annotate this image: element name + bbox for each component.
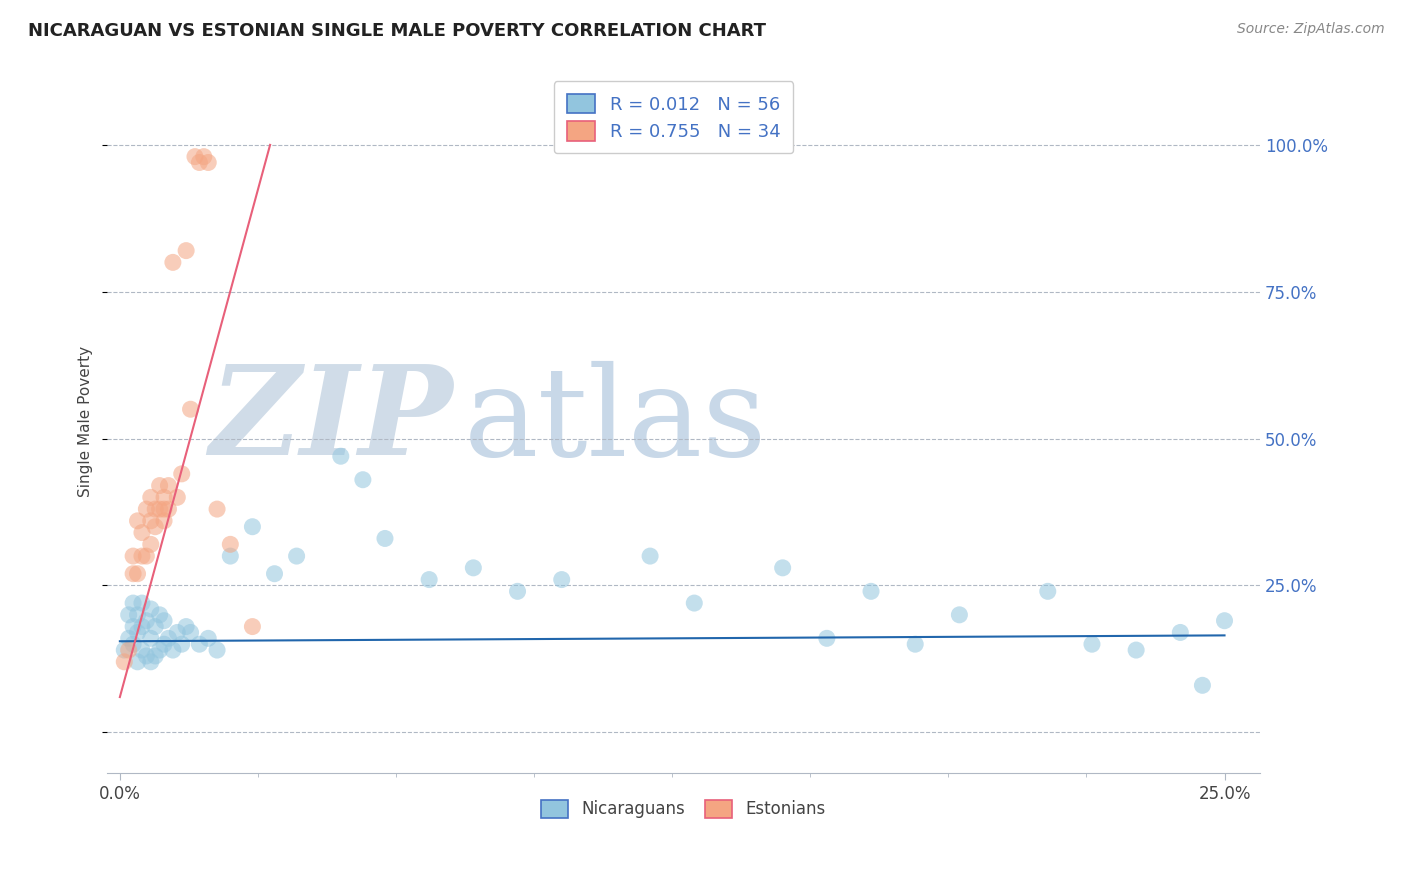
Point [127,566,149,581]
Point [122,596,145,610]
Point [118,643,141,657]
Point [904,637,927,651]
Point [143,619,166,633]
Point [815,632,838,646]
Point [219,549,242,563]
Point [131,549,153,563]
Point [153,637,176,651]
Point [242,619,264,633]
Point [112,655,135,669]
Point [135,614,157,628]
Point [127,625,149,640]
Point [139,537,162,551]
Point [162,643,184,657]
Point [157,478,180,492]
Point [205,643,228,657]
Point [174,619,197,633]
Point [329,449,352,463]
Point [205,502,228,516]
Point [153,514,176,528]
Point [139,514,162,528]
Point [157,502,180,516]
Point [170,637,193,651]
Point [180,402,202,417]
Text: atlas: atlas [464,360,768,482]
Point [463,561,485,575]
Point [149,607,172,622]
Point [638,549,661,563]
Point [131,643,153,657]
Text: NICARAGUAN VS ESTONIAN SINGLE MALE POVERTY CORRELATION CHART: NICARAGUAN VS ESTONIAN SINGLE MALE POVER… [28,22,766,40]
Point [157,632,180,646]
Point [166,491,188,505]
Point [149,643,172,657]
Point [1036,584,1059,599]
Point [112,643,135,657]
Point [166,625,188,640]
Point [127,607,149,622]
Point [131,596,153,610]
Y-axis label: Single Male Poverty: Single Male Poverty [79,345,93,497]
Point [127,655,149,669]
Point [135,648,157,663]
Point [139,655,162,669]
Point [374,532,396,546]
Point [174,244,197,258]
Point [197,632,219,646]
Point [122,637,145,651]
Point [197,155,219,169]
Point [135,549,157,563]
Point [263,566,285,581]
Point [219,537,242,551]
Point [153,491,176,505]
Point [143,502,166,516]
Legend: Nicaraguans, Estonians: Nicaraguans, Estonians [534,793,832,825]
Point [285,549,308,563]
Point [131,619,153,633]
Point [139,632,162,646]
Point [1191,678,1213,692]
Point [131,525,153,540]
Point [118,607,141,622]
Point [135,502,157,516]
Point [683,596,706,610]
Point [153,502,176,516]
Point [1081,637,1104,651]
Point [242,519,264,533]
Point [122,566,145,581]
Point [162,255,184,269]
Point [418,573,440,587]
Point [143,519,166,533]
Point [139,602,162,616]
Point [193,150,215,164]
Point [149,502,172,516]
Point [948,607,970,622]
Point [551,573,574,587]
Point [118,632,141,646]
Point [127,514,149,528]
Point [860,584,883,599]
Point [122,549,145,563]
Point [352,473,374,487]
Point [180,625,202,640]
Point [188,637,211,651]
Point [506,584,529,599]
Point [1168,625,1191,640]
Point [170,467,193,481]
Point [139,491,162,505]
Point [153,614,176,628]
Point [188,155,211,169]
Point [1125,643,1147,657]
Point [1213,614,1236,628]
Point [149,478,172,492]
Point [772,561,794,575]
Point [122,619,145,633]
Point [143,648,166,663]
Point [184,150,207,164]
Text: Source: ZipAtlas.com: Source: ZipAtlas.com [1237,22,1385,37]
Text: ZIP: ZIP [209,360,453,482]
